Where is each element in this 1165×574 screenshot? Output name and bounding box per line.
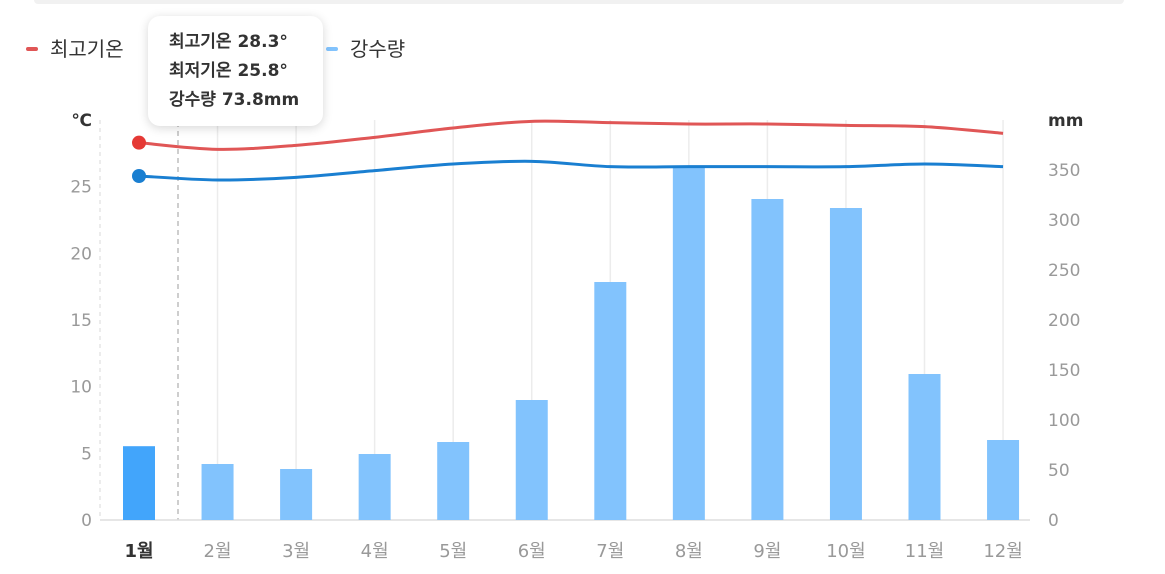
y-left-tick: 15 [70,311,92,331]
y-right-unit: mm [1048,111,1083,131]
y-right-tick: 150 [1048,361,1080,381]
low-temp-point [132,169,146,183]
low-temp-line [138,159,1004,182]
y-right-tick: 50 [1048,461,1070,481]
tooltip-high-temp: 최고기온 28.3° [169,32,288,52]
precip-bar [751,199,784,520]
precip-bar [123,446,155,520]
data-tooltip: 최고기온 28.3° 최저기온 25.8° 강수량 73.8mm [148,16,323,126]
x-tick-label: 8월 [675,541,703,562]
y-left-tick: 25 [70,178,92,198]
legend-label: 최고기온 [50,37,124,61]
x-tick-label: 7월 [596,541,624,562]
precip-bar [515,400,548,520]
y-right-tick: 350 [1048,161,1080,181]
precip-bar [358,454,391,520]
y-left-tick: 20 [70,244,92,264]
precip-bar [594,282,627,520]
x-tick-label: 9월 [753,541,781,562]
x-tick-label: 6월 [518,541,546,562]
y-left-tick: 5 [81,444,92,464]
x-tick-label: 1월 [124,541,153,562]
precip-bar [437,442,470,520]
top-bar [34,0,1124,4]
y-left-unit: ℃ [71,111,92,131]
x-tick-label: 3월 [282,541,310,562]
high-temp-point [132,135,146,150]
precip-bar [908,374,941,520]
legend-swatch [26,47,38,51]
y-right-tick: 100 [1048,411,1080,431]
precip-bar [672,167,705,520]
y-left-tick: 10 [70,378,92,398]
y-right-tick: 0 [1048,511,1059,531]
x-tick-label: 2월 [204,541,232,562]
precip-bar [280,469,313,520]
x-tick-label: 4월 [361,541,389,562]
tooltip-precipitation: 강수량 73.8mm [169,90,300,110]
tooltip-low-temp: 최저기온 25.8° [169,61,288,81]
y-right-tick: 300 [1048,211,1080,231]
legend-label: 강수량 [350,37,405,61]
precip-bar [201,464,234,520]
y-right-tick: 200 [1048,311,1080,331]
x-tick-label: 11월 [905,541,944,562]
legend-swatch [326,47,338,51]
precip-bar [829,208,862,520]
x-tick-label: 10월 [826,541,865,562]
high-temp-line [138,119,1004,151]
x-tick-label: 12월 [983,541,1022,562]
x-tick-label: 5월 [439,541,467,562]
precip-bar [987,440,1020,520]
y-right-tick: 250 [1048,261,1080,281]
y-left-tick: 0 [81,511,92,531]
